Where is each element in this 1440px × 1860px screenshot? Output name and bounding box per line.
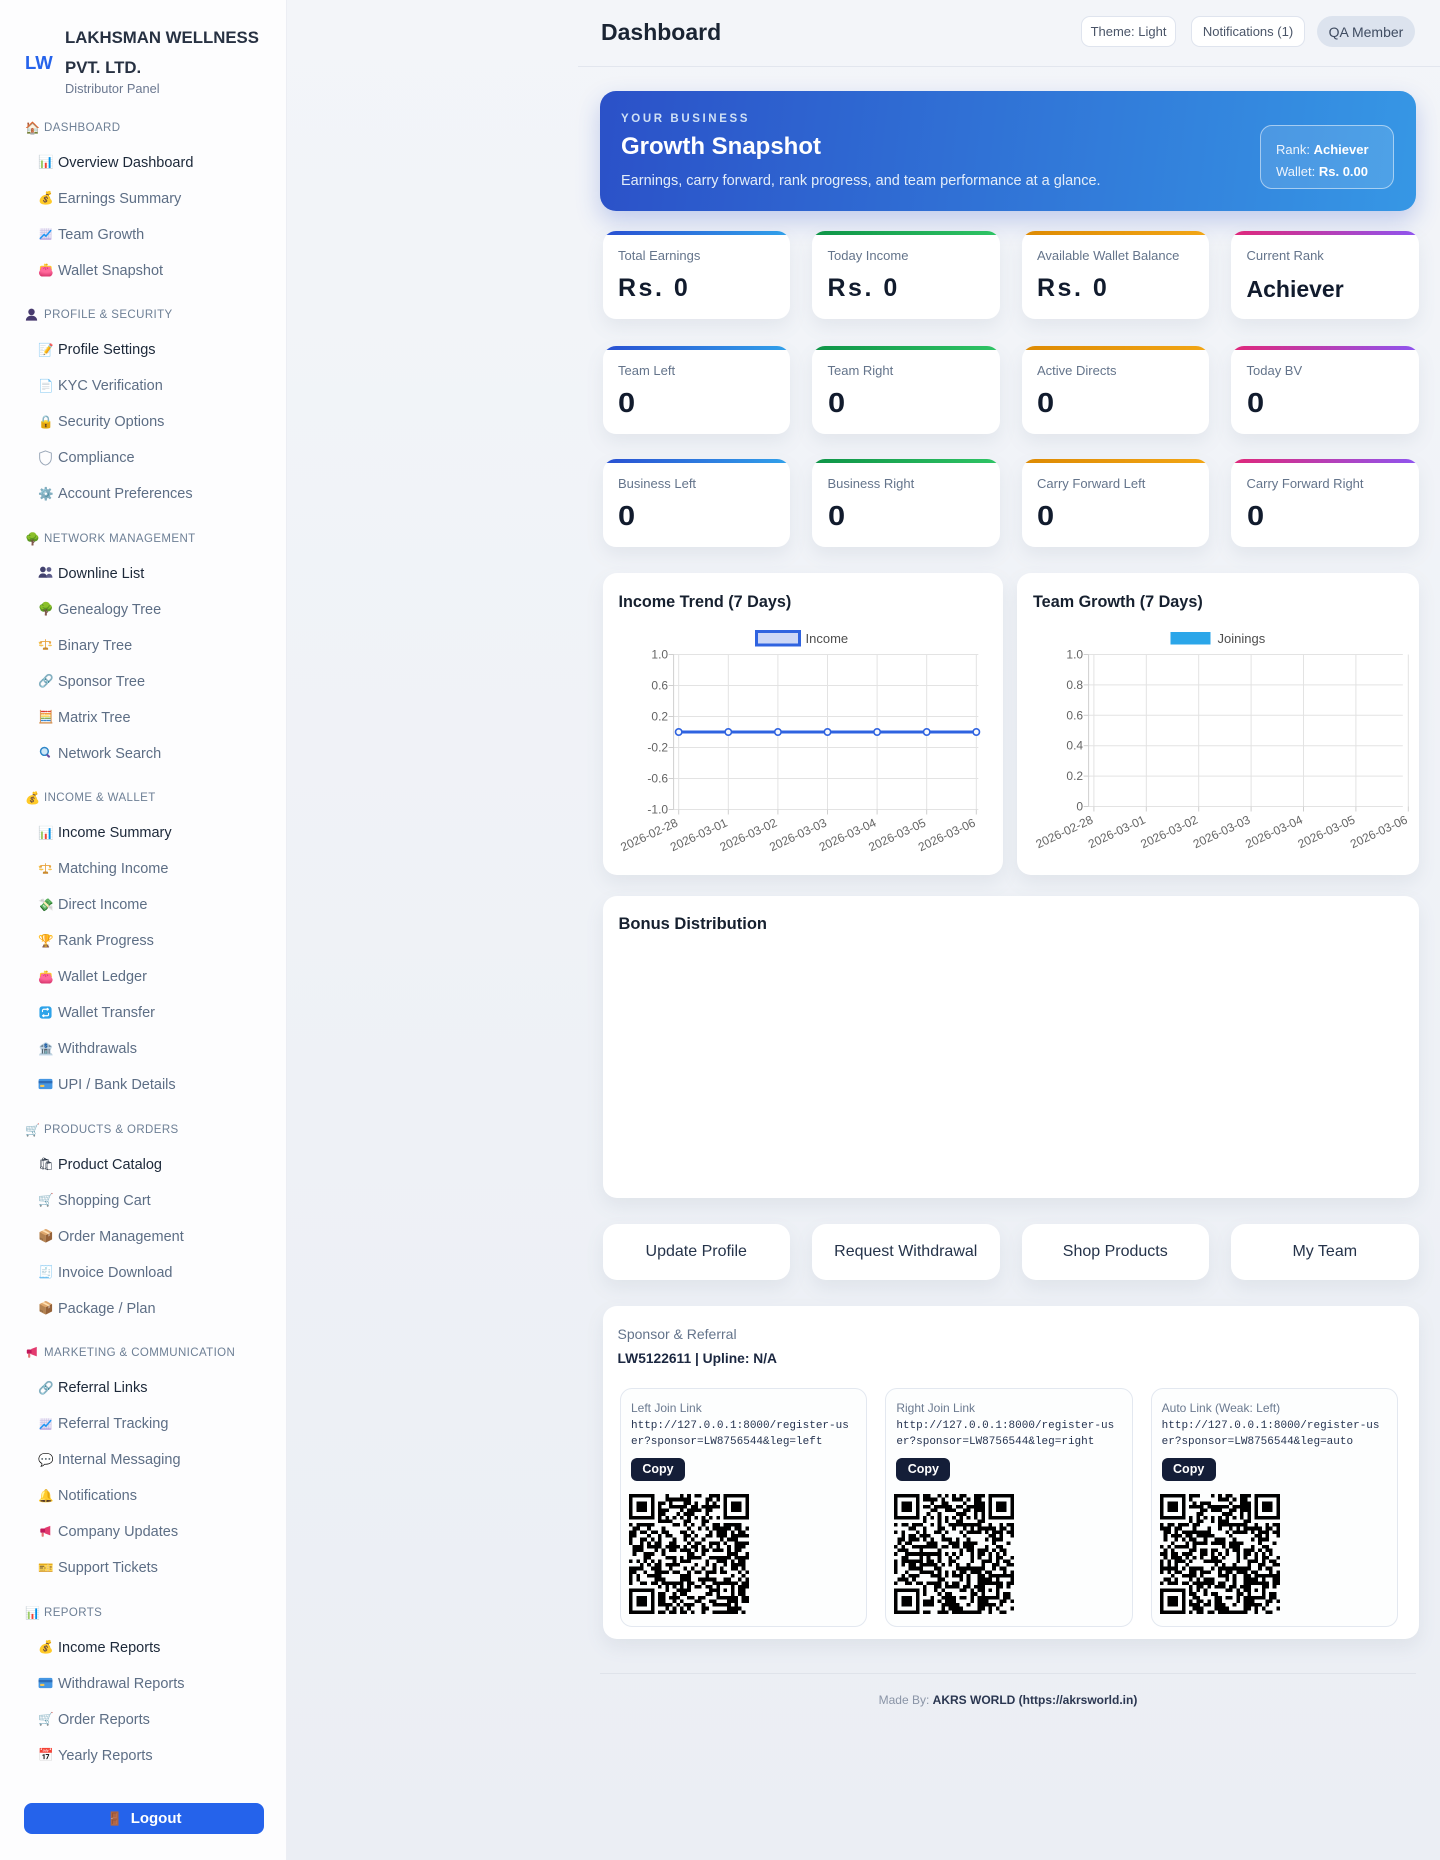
svg-text:0.6: 0.6 — [1066, 708, 1083, 722]
svg-text:1.0: 1.0 — [1066, 648, 1083, 662]
svg-text:-1.0: -1.0 — [647, 803, 668, 817]
svg-text:2026-03-01: 2026-03-01 — [1086, 812, 1148, 851]
svg-text:2026-03-05: 2026-03-05 — [1296, 812, 1358, 851]
svg-text:2026-02-28: 2026-02-28 — [1034, 812, 1096, 851]
svg-text:0.8: 0.8 — [1066, 678, 1083, 692]
svg-text:0.6: 0.6 — [651, 679, 668, 693]
svg-text:2026-03-02: 2026-03-02 — [1138, 812, 1200, 851]
svg-text:Income: Income — [805, 631, 848, 646]
svg-text:2026-03-06: 2026-03-06 — [1348, 812, 1410, 851]
svg-text:1.0: 1.0 — [651, 648, 668, 662]
svg-text:-0.2: -0.2 — [647, 741, 668, 755]
svg-text:-0.6: -0.6 — [647, 772, 668, 786]
svg-text:0.2: 0.2 — [651, 710, 668, 724]
svg-text:0: 0 — [1076, 800, 1083, 814]
svg-text:Joinings: Joinings — [1218, 631, 1266, 646]
svg-text:2026-03-04: 2026-03-04 — [1243, 812, 1305, 851]
svg-text:0.2: 0.2 — [1066, 769, 1083, 783]
svg-text:2026-03-03: 2026-03-03 — [1191, 812, 1253, 851]
svg-text:2026-03-06: 2026-03-06 — [916, 815, 978, 854]
svg-text:0.4: 0.4 — [1066, 739, 1083, 753]
